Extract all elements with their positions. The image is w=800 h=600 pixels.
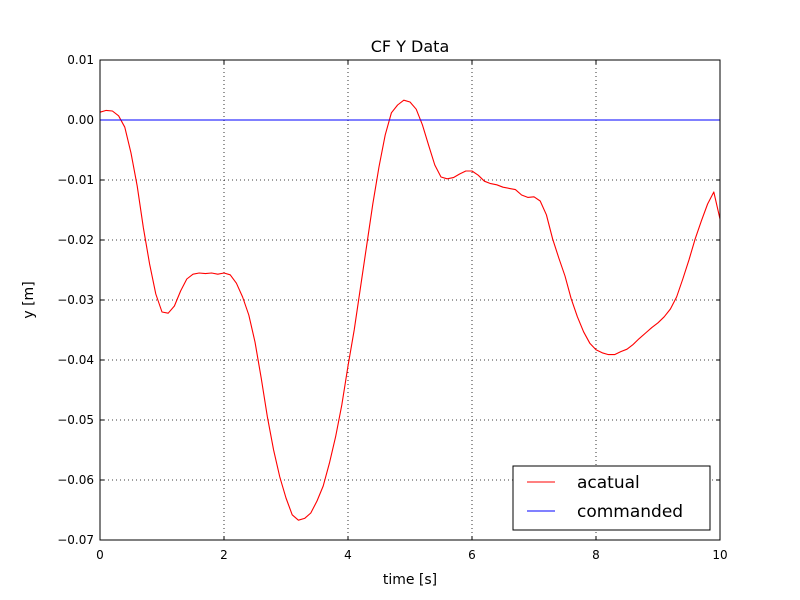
y-tick-label: −0.01	[57, 173, 94, 187]
legend-box	[512, 465, 711, 531]
x-axis-label: time [s]	[383, 572, 437, 588]
y-tick-label: −0.03	[57, 293, 94, 307]
x-tick-label: 6	[468, 548, 476, 562]
legend-label-commanded: commanded	[577, 502, 683, 522]
legend: acatual commanded	[512, 465, 711, 531]
y-tick-label: 0.01	[67, 53, 94, 67]
x-tick-label: 10	[712, 548, 727, 562]
y-tick-label: −0.07	[57, 533, 94, 547]
plot-frame	[99, 59, 721, 541]
tick-labels: 0 2 4 6 8 10 0.01 0.00 −0.01 −0.02 −0.03 −0.04 −0.05…	[57, 53, 727, 562]
chart-title: CF Y Data	[371, 37, 450, 56]
y-axis-label: y [m]	[21, 281, 37, 318]
y-tick-label: 0.00	[67, 113, 94, 127]
x-tick-label: 4	[344, 548, 352, 562]
legend-label-acatual: acatual	[577, 473, 640, 493]
y-tick-label: −0.02	[57, 233, 94, 247]
y-tick-label: −0.04	[57, 353, 94, 367]
x-tick-label: 2	[220, 548, 228, 562]
series-line-acatual	[99, 99, 721, 521]
y-tick-label: −0.06	[57, 473, 94, 487]
data-series	[99, 99, 721, 521]
x-tick-label: 8	[592, 548, 600, 562]
y-tick-label: −0.05	[57, 413, 94, 427]
x-tick-label: 0	[96, 548, 104, 562]
